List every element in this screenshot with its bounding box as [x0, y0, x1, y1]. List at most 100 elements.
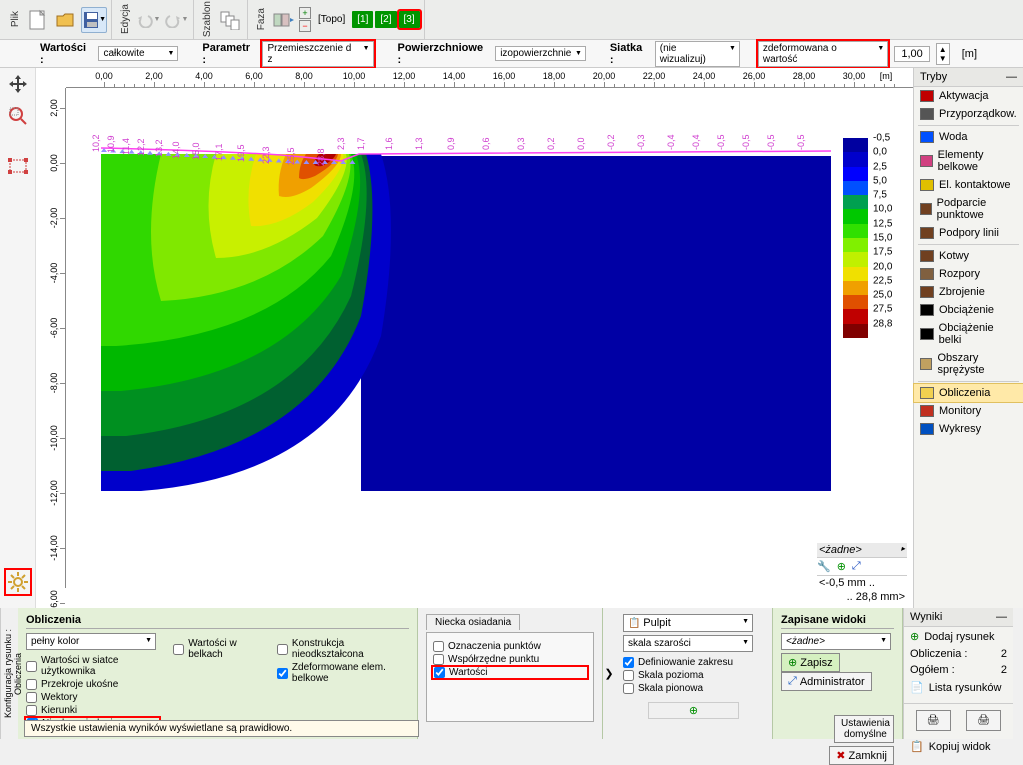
edit-menu-label: Edycja: [118, 4, 133, 34]
canvas: 0,002,004,006,008,0010,0012,0014,0016,00…: [36, 68, 913, 608]
values-select[interactable]: całkowite: [98, 46, 178, 61]
redo-icon[interactable]: ▼: [163, 7, 189, 33]
chk-opts1-2[interactable]: Wektory: [26, 692, 159, 703]
mode-item-11[interactable]: Obciążenie belki: [914, 319, 1023, 349]
niecka-tab[interactable]: Niecka osiadania: [426, 614, 520, 630]
pulpit-select[interactable]: 📋 Pulpit: [623, 614, 753, 632]
phase-3[interactable]: [3]: [399, 11, 420, 28]
chk-opts3-0[interactable]: Konstrukcja nieodkształcona: [277, 638, 409, 660]
parameter-select[interactable]: Przemieszczenie d z: [262, 41, 373, 67]
chk-niecka-opts-0[interactable]: Oznaczenia punktów: [433, 641, 587, 652]
mode-item-7[interactable]: Kotwy: [914, 247, 1023, 265]
chk-range-opts-1[interactable]: Skala pozioma: [623, 670, 764, 681]
phase-2[interactable]: [2]: [375, 11, 396, 28]
open-icon[interactable]: [53, 7, 79, 33]
undo-icon[interactable]: ▼: [135, 7, 161, 33]
right-panel: Tryby — AktywacjaPrzyporządkow. WodaElemen…: [913, 68, 1023, 608]
surfaces-select[interactable]: izopowierzchnie: [495, 46, 586, 61]
chk-opts1-0[interactable]: Wartości w siatce użytkownika: [26, 655, 159, 677]
scale-stepper[interactable]: ▲▼: [936, 43, 950, 65]
mode-item-6[interactable]: Podpory linii: [914, 224, 1023, 242]
close-button[interactable]: ✖Zamknij: [829, 746, 894, 765]
parameter-label: Parametr :: [202, 42, 256, 66]
wrench-icon[interactable]: 🔧: [817, 560, 831, 573]
pan-tool[interactable]: [4, 70, 32, 98]
surfaces-label: Powierzchniowe :: [397, 42, 489, 66]
expand-right-icon[interactable]: ❯: [603, 608, 615, 739]
mode-item-5[interactable]: Podparcie punktowe: [914, 194, 1023, 224]
mode-item-12[interactable]: Obszary sprężyste: [914, 349, 1023, 379]
left-tools: [0, 68, 36, 608]
bottom-rail-label: Konfiguracja rysunku : Obliczenia: [0, 608, 18, 739]
target-icon[interactable]: ⊕: [837, 560, 846, 573]
mode-item-0[interactable]: Aktywacja: [914, 87, 1023, 105]
saved-select[interactable]: <żadne>: [781, 633, 891, 650]
phase-menu-label: Faza: [254, 8, 269, 30]
gray-select[interactable]: skala szarości: [623, 635, 753, 652]
saved-views-section: Zapisane widoki <żadne> ⊕Zapisz ⤢Adminis…: [773, 608, 903, 739]
top-toolbar: Plik ▼ Edycja ▼ ▼ Szablon Faza +− [Topo]…: [0, 0, 1023, 40]
parameter-toolbar: Wartości : całkowite Parametr : Przemies…: [0, 40, 1023, 68]
save-button[interactable]: ⊕Zapisz: [781, 653, 840, 672]
pulpit-section: 📋 Pulpit skala szarości Definiowanie zak…: [615, 608, 773, 739]
minus-icon: −: [299, 20, 311, 32]
mode-item-13[interactable]: Obliczenia: [914, 384, 1023, 402]
zoom-tool[interactable]: [4, 102, 32, 130]
phase-1[interactable]: [1]: [352, 11, 373, 28]
contour-plot: [101, 136, 831, 493]
mode-item-2[interactable]: Woda: [914, 128, 1023, 146]
chk-range-opts-0[interactable]: Definiowanie zakresu: [623, 657, 764, 668]
minimize-icon[interactable]: —: [996, 611, 1007, 623]
save-icon[interactable]: ▼: [81, 7, 107, 33]
phase-manager-icon[interactable]: [271, 7, 297, 33]
expand-icon[interactable]: ⤢: [852, 560, 861, 573]
new-icon[interactable]: [25, 7, 51, 33]
settings-gear[interactable]: [4, 568, 32, 596]
results-panel: Wyniki— ⊕Dodaj rysunek Obliczenia :2 Ogó…: [903, 608, 1013, 739]
add-icon[interactable]: ⊕: [648, 702, 739, 719]
scale-value[interactable]: 1,00: [894, 46, 929, 62]
mode-item-3[interactable]: Elementy belkowe: [914, 146, 1023, 176]
status-message: Wszystkie ustawienia wyników wyświetlane…: [24, 720, 419, 737]
chk-opts3-1[interactable]: Zdeformowane elem. belkowe: [277, 662, 409, 684]
minimize-icon[interactable]: —: [1006, 71, 1017, 83]
niecka-section: Niecka osiadania Oznaczenia punktów Wspó…: [418, 608, 603, 739]
chk-niecka-opts-1[interactable]: Współrzędne punktu: [433, 654, 587, 665]
phase-topo[interactable]: [Topo]: [313, 11, 350, 28]
chk-opts2-0[interactable]: Wartości w belkach: [173, 638, 263, 660]
chk-opts1-3[interactable]: Kierunki: [26, 705, 159, 716]
color-legend: -0,50,02,55,07,510,012,515,017,520,022,5…: [843, 138, 903, 338]
unit-label: [m]: [962, 48, 977, 60]
mode-item-15[interactable]: Wykresy: [914, 420, 1023, 438]
mode-item-10[interactable]: Obciążenie: [914, 301, 1023, 319]
select-tool[interactable]: [4, 152, 32, 180]
chk-range-opts-2[interactable]: Skala pionowa: [623, 683, 764, 694]
file-menu-label: Plik: [8, 11, 23, 27]
print-button[interactable]: 🖨: [916, 710, 951, 731]
admin-button[interactable]: ⤢Administrator: [781, 672, 872, 691]
mesh-label: Siatka :: [610, 42, 649, 66]
color-mode-select[interactable]: pełny kolor: [26, 633, 156, 650]
chk-opts1-1[interactable]: Przekroje ukośne: [26, 679, 159, 690]
mode-item-1[interactable]: Przyporządkow.: [914, 105, 1023, 123]
mode-item-4[interactable]: El. kontaktowe: [914, 176, 1023, 194]
template-menu-label: Szablon: [200, 1, 215, 37]
values-label: Wartości :: [40, 42, 92, 66]
print-color-button[interactable]: 🖨: [966, 710, 1001, 731]
mode-item-8[interactable]: Rozpory: [914, 265, 1023, 283]
phase-add-remove[interactable]: +−: [299, 7, 311, 32]
plus-icon: +: [299, 7, 311, 19]
mode-item-14[interactable]: Monitory: [914, 402, 1023, 420]
drawing-list-button[interactable]: 📄Lista rysunków: [904, 678, 1013, 697]
copy-view-button[interactable]: 📋Kopiuj widok: [904, 737, 1013, 756]
template-icon[interactable]: [217, 7, 243, 33]
modes-title: Tryby: [920, 71, 947, 83]
deformed-select[interactable]: zdeformowana o wartość: [758, 41, 888, 67]
ruler-vertical: 2,000,00-2,00-4,00-6,00-8,00-10,00-12,00…: [46, 88, 66, 588]
add-drawing-button[interactable]: ⊕Dodaj rysunek: [904, 627, 1013, 646]
status-box: <żadne>▸ 🔧 ⊕ ⤢ <-0,5 mm .. .. 28,8 mm>: [817, 543, 907, 604]
ruler-horizontal: 0,002,004,006,008,0010,0012,0014,0016,00…: [66, 68, 913, 88]
mesh-select[interactable]: (nie wizualizuj): [655, 41, 740, 67]
chk-niecka-opts-2[interactable]: Wartości: [433, 667, 587, 678]
mode-item-9[interactable]: Zbrojenie: [914, 283, 1023, 301]
